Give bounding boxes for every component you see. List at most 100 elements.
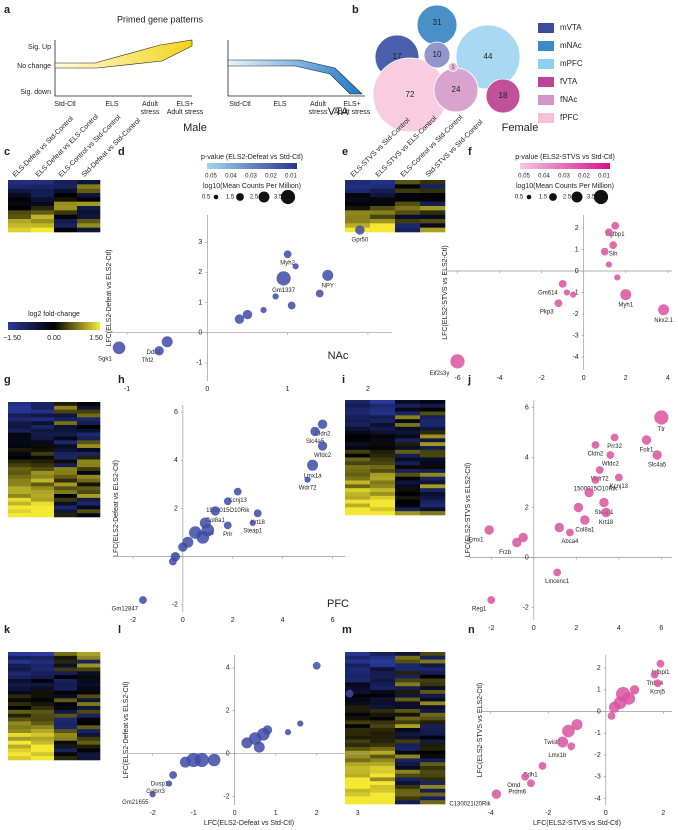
heatmap-cell xyxy=(345,457,371,462)
y-tick-label: 1 xyxy=(597,687,601,694)
point xyxy=(580,515,590,525)
point xyxy=(322,269,334,281)
heatmap-cell xyxy=(31,721,55,726)
point xyxy=(629,685,640,695)
heatmap-cell xyxy=(370,769,396,774)
y-tick-label: 6 xyxy=(174,409,178,416)
heatmap-cell xyxy=(395,686,421,691)
heatmap-cell xyxy=(420,792,446,797)
point xyxy=(554,522,565,533)
heatmap-cell xyxy=(370,788,396,793)
size-key xyxy=(280,189,296,205)
heatmap-cell xyxy=(345,419,371,424)
y-tick-label: 0 xyxy=(597,708,601,715)
x-tick-label: 2 xyxy=(661,810,665,817)
heatmap-cell xyxy=(8,482,32,487)
point-label: Folr1 xyxy=(640,447,654,453)
heatmap-cell xyxy=(31,655,55,661)
heatmap-cell xyxy=(370,411,396,416)
heatmap-cell xyxy=(345,465,371,470)
heatmap-cell xyxy=(345,769,371,774)
point-label: Kcnj13 xyxy=(229,498,248,504)
heatmap-cell xyxy=(31,509,55,514)
heatmap-cell xyxy=(345,754,371,759)
point xyxy=(605,261,613,268)
point xyxy=(591,476,600,484)
point-label: Cldn2 xyxy=(588,451,604,457)
point xyxy=(601,507,611,518)
heatmap-cell xyxy=(395,197,421,202)
point-label: 1500015O10Rik xyxy=(574,486,618,492)
pvalue-colorbar xyxy=(207,163,297,169)
heatmap-cell xyxy=(395,503,421,508)
legend-swatch xyxy=(538,41,554,51)
heatmap-cell xyxy=(345,415,371,420)
panel-letter: j xyxy=(467,374,471,386)
point xyxy=(284,729,292,736)
heatmap-cell xyxy=(77,501,101,506)
heatmap-cell xyxy=(370,453,396,458)
heatmap-cell xyxy=(395,469,421,474)
heatmap-cell xyxy=(54,214,78,220)
heatmap-cell xyxy=(420,785,446,790)
heatmap-cell xyxy=(345,193,371,198)
sex-label: Male xyxy=(183,122,207,134)
heatmap-cell xyxy=(54,188,78,194)
point-label: Kcnj5 xyxy=(650,690,666,696)
heatmap-cell xyxy=(345,781,371,786)
point xyxy=(620,289,632,301)
x-tick-label: -4 xyxy=(488,810,494,817)
heatmap-cell xyxy=(77,180,101,185)
heatmap-cell xyxy=(8,667,32,672)
panel-letter: g xyxy=(4,374,11,386)
heatmap-cell xyxy=(395,788,421,793)
heatmap-cell xyxy=(77,197,101,202)
heatmap-cell xyxy=(345,659,371,664)
point-label: Wdr72 xyxy=(299,485,317,491)
point xyxy=(558,279,567,288)
heatmap-cell xyxy=(54,425,78,430)
heatmap-cell xyxy=(345,728,371,733)
heatmap-cell xyxy=(31,497,55,502)
heatmap-cell xyxy=(345,446,371,451)
x-tick-label: -2 xyxy=(488,625,494,632)
heatmap-cell xyxy=(54,227,78,233)
point-label: Lmx1a xyxy=(304,473,323,479)
heatmap-cell xyxy=(370,652,396,657)
heatmap-cell xyxy=(370,709,396,714)
heatmap-cell xyxy=(370,686,396,691)
heatmap-cell xyxy=(31,206,55,211)
heatmap-cell xyxy=(420,743,446,748)
heatmap-cell xyxy=(395,720,421,725)
heatmap-cell xyxy=(31,432,55,437)
heatmap-cell xyxy=(8,188,32,194)
heatmap-cell xyxy=(370,766,396,771)
heatmap-cell xyxy=(395,188,421,194)
point-label: C130021I20Rik xyxy=(449,801,491,807)
heatmap-cell xyxy=(345,495,371,500)
heatmap-cell xyxy=(54,467,78,472)
x-label: Adult xyxy=(310,101,326,108)
point xyxy=(161,336,173,348)
heatmap-cell xyxy=(420,411,446,416)
heatmap-cell xyxy=(8,467,32,472)
heatmap-cell xyxy=(420,476,446,481)
heatmap-cell xyxy=(77,413,101,418)
heatmap-cell xyxy=(345,438,371,443)
y-tick-label: -4 xyxy=(595,795,601,802)
y-tick-label: 2 xyxy=(226,708,230,715)
heatmap-cell xyxy=(420,701,446,706)
heatmap-cell xyxy=(420,480,446,485)
legend-tick: 0.01 xyxy=(598,174,610,180)
heatmap-cell xyxy=(77,482,101,487)
heatmap-cell xyxy=(395,434,421,439)
point xyxy=(566,528,574,537)
heatmap-cell xyxy=(8,736,32,742)
point xyxy=(307,459,319,471)
heatmap-cell xyxy=(345,206,371,211)
heatmap-cell xyxy=(370,449,396,454)
legend-label: mVTA xyxy=(560,23,582,32)
point-label: Prr32 xyxy=(607,444,622,450)
point xyxy=(450,354,465,369)
x-tick-label: 3 xyxy=(356,810,360,817)
